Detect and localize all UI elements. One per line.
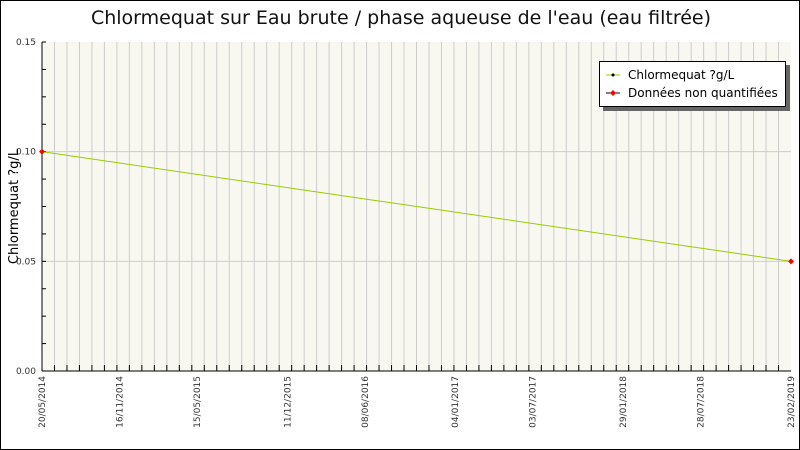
legend-marker-icon [606, 90, 620, 96]
x-tick-label: 23/02/2019 [787, 376, 797, 428]
x-tick-label: 04/01/2017 [451, 376, 461, 428]
y-tick-label: 0.00 [16, 367, 36, 377]
series-line [41, 151, 792, 262]
x-tick-label: 08/06/2016 [361, 376, 371, 428]
non-quantified-point [788, 258, 794, 265]
chart-title: Chlormequat sur Eau brute / phase aqueus… [90, 7, 712, 29]
x-tick-label: 11/12/2015 [283, 376, 293, 428]
x-tick-label: 28/07/2018 [697, 376, 707, 428]
legend-label-series: Chlormequat ?g/L [628, 68, 735, 82]
non-quantified-point [39, 148, 45, 155]
legend-item-non-quantified: Données non quantifiées [606, 84, 778, 102]
x-tick-label: 29/01/2018 [619, 376, 629, 428]
legend-item-series: Chlormequat ?g/L [606, 66, 734, 84]
x-tick-label: 15/05/2015 [193, 376, 203, 428]
legend-label-non-quantified: Données non quantifiées [628, 86, 778, 100]
legend: Chlormequat ?g/L Données non quantifiées [599, 61, 786, 107]
y-tick-label: 0.10 [16, 148, 36, 158]
y-tick-label: 0.05 [16, 257, 36, 267]
legend-line-icon [606, 73, 620, 77]
x-tick-label: 16/11/2014 [115, 376, 125, 428]
y-tick-label: 0.15 [16, 38, 36, 48]
x-tick-label: 03/07/2017 [529, 376, 539, 428]
y-axis-label: Chlormequat ?g/L [7, 148, 22, 264]
x-tick-label: 20/05/2014 [38, 376, 48, 428]
